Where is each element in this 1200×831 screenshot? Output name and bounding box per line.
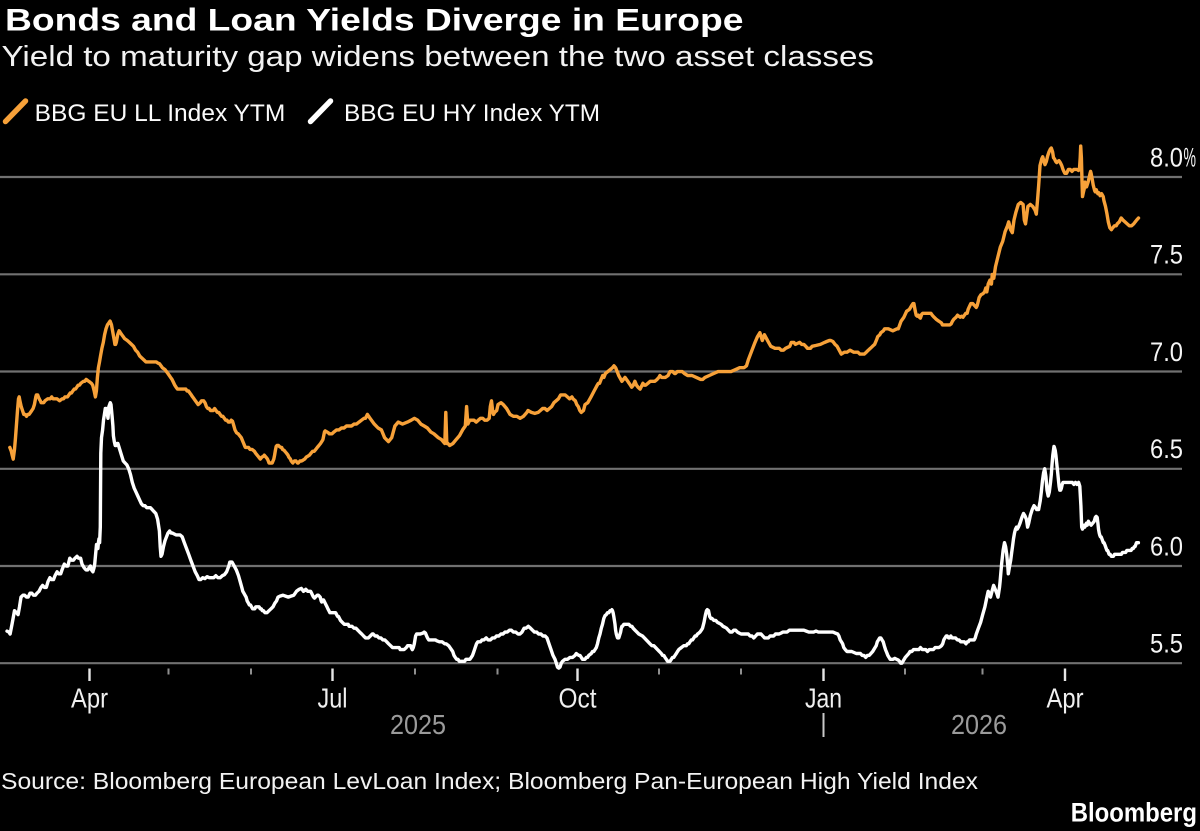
svg-text:Jan: Jan bbox=[805, 682, 842, 713]
svg-text:7.5: 7.5 bbox=[1150, 240, 1183, 270]
svg-text:Apr: Apr bbox=[1047, 682, 1084, 713]
svg-text:Bloomberg: Bloomberg bbox=[1071, 798, 1197, 828]
svg-text:5.5: 5.5 bbox=[1150, 629, 1183, 659]
svg-text:Apr: Apr bbox=[71, 682, 108, 713]
svg-text:7.0: 7.0 bbox=[1150, 337, 1183, 367]
svg-text:6.0: 6.0 bbox=[1150, 531, 1183, 561]
svg-text:Yield to maturity gap widens b: Yield to maturity gap widens between the… bbox=[2, 41, 875, 73]
svg-text:Source: Bloomberg European Lev: Source: Bloomberg European LevLoan Index… bbox=[1, 768, 979, 794]
svg-text:8.0: 8.0 bbox=[1150, 142, 1183, 172]
svg-text:Oct: Oct bbox=[559, 682, 597, 713]
svg-text:BBG EU LL Index YTM: BBG EU LL Index YTM bbox=[35, 100, 286, 127]
svg-text:Jul: Jul bbox=[318, 682, 348, 713]
svg-text:%: % bbox=[1184, 142, 1197, 172]
svg-text:BBG EU HY Index YTM: BBG EU HY Index YTM bbox=[344, 100, 600, 127]
svg-text:2026: 2026 bbox=[951, 709, 1007, 740]
svg-text:Bonds and Loan Yields Diverge: Bonds and Loan Yields Diverge in Europe bbox=[5, 2, 744, 38]
svg-text:2025: 2025 bbox=[390, 709, 446, 740]
svg-text:6.5: 6.5 bbox=[1150, 434, 1183, 464]
